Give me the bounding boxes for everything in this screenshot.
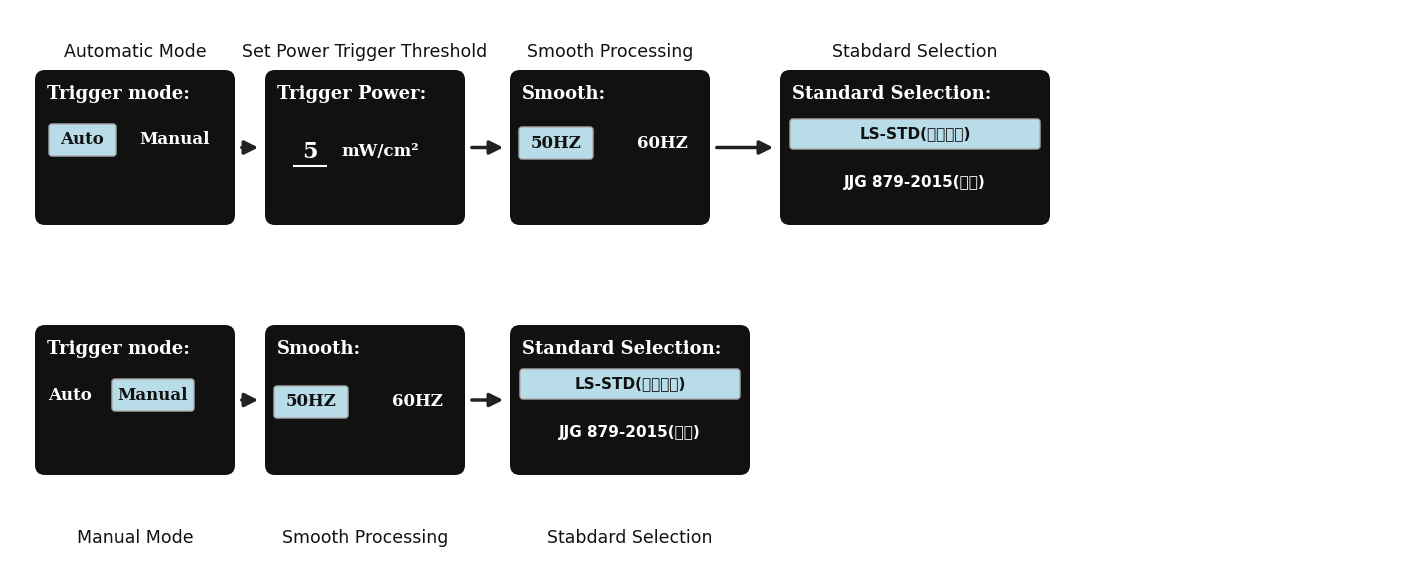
Text: LS-STD(林上标准): LS-STD(林上标准) (860, 126, 971, 142)
Text: LS-STD(林上标准): LS-STD(林上标准) (575, 377, 685, 391)
Text: Trigger mode:: Trigger mode: (47, 340, 190, 358)
Text: Smooth Processing: Smooth Processing (282, 529, 449, 547)
FancyBboxPatch shape (265, 70, 464, 225)
Text: Standard Selection:: Standard Selection: (792, 85, 991, 103)
Text: JJG 879-2015(国标): JJG 879-2015(国标) (844, 174, 986, 190)
Text: Set Power Trigger Threshold: Set Power Trigger Threshold (242, 43, 487, 61)
Text: 5: 5 (302, 141, 317, 163)
FancyBboxPatch shape (510, 70, 709, 225)
FancyBboxPatch shape (35, 325, 235, 475)
Text: Manual: Manual (140, 132, 210, 149)
Text: 60HZ: 60HZ (637, 135, 687, 152)
FancyBboxPatch shape (790, 119, 1039, 149)
Text: Auto: Auto (48, 387, 92, 404)
FancyBboxPatch shape (520, 127, 593, 159)
FancyBboxPatch shape (780, 70, 1051, 225)
Text: Stabdard Selection: Stabdard Selection (833, 43, 998, 61)
Text: Smooth:: Smooth: (523, 85, 606, 103)
Text: Automatic Mode: Automatic Mode (64, 43, 207, 61)
Text: Smooth:: Smooth: (278, 340, 361, 358)
Text: Standard Selection:: Standard Selection: (523, 340, 721, 358)
FancyBboxPatch shape (265, 325, 464, 475)
FancyBboxPatch shape (510, 325, 750, 475)
Text: Stabdard Selection: Stabdard Selection (547, 529, 712, 547)
Text: Auto: Auto (61, 132, 105, 149)
Text: Smooth Processing: Smooth Processing (527, 43, 694, 61)
Text: 60HZ: 60HZ (392, 394, 442, 411)
FancyBboxPatch shape (520, 369, 741, 399)
FancyBboxPatch shape (50, 124, 116, 156)
Text: Trigger Power:: Trigger Power: (278, 85, 426, 103)
Text: mW/cm²: mW/cm² (341, 143, 419, 160)
FancyBboxPatch shape (112, 379, 194, 411)
FancyBboxPatch shape (275, 386, 348, 418)
Text: Manual Mode: Manual Mode (76, 529, 194, 547)
Text: 50HZ: 50HZ (531, 135, 582, 152)
FancyBboxPatch shape (35, 70, 235, 225)
Text: JJG 879-2015(国标): JJG 879-2015(国标) (559, 425, 701, 439)
Text: Trigger mode:: Trigger mode: (47, 85, 190, 103)
Text: Manual: Manual (118, 387, 188, 404)
Text: 50HZ: 50HZ (286, 394, 337, 411)
